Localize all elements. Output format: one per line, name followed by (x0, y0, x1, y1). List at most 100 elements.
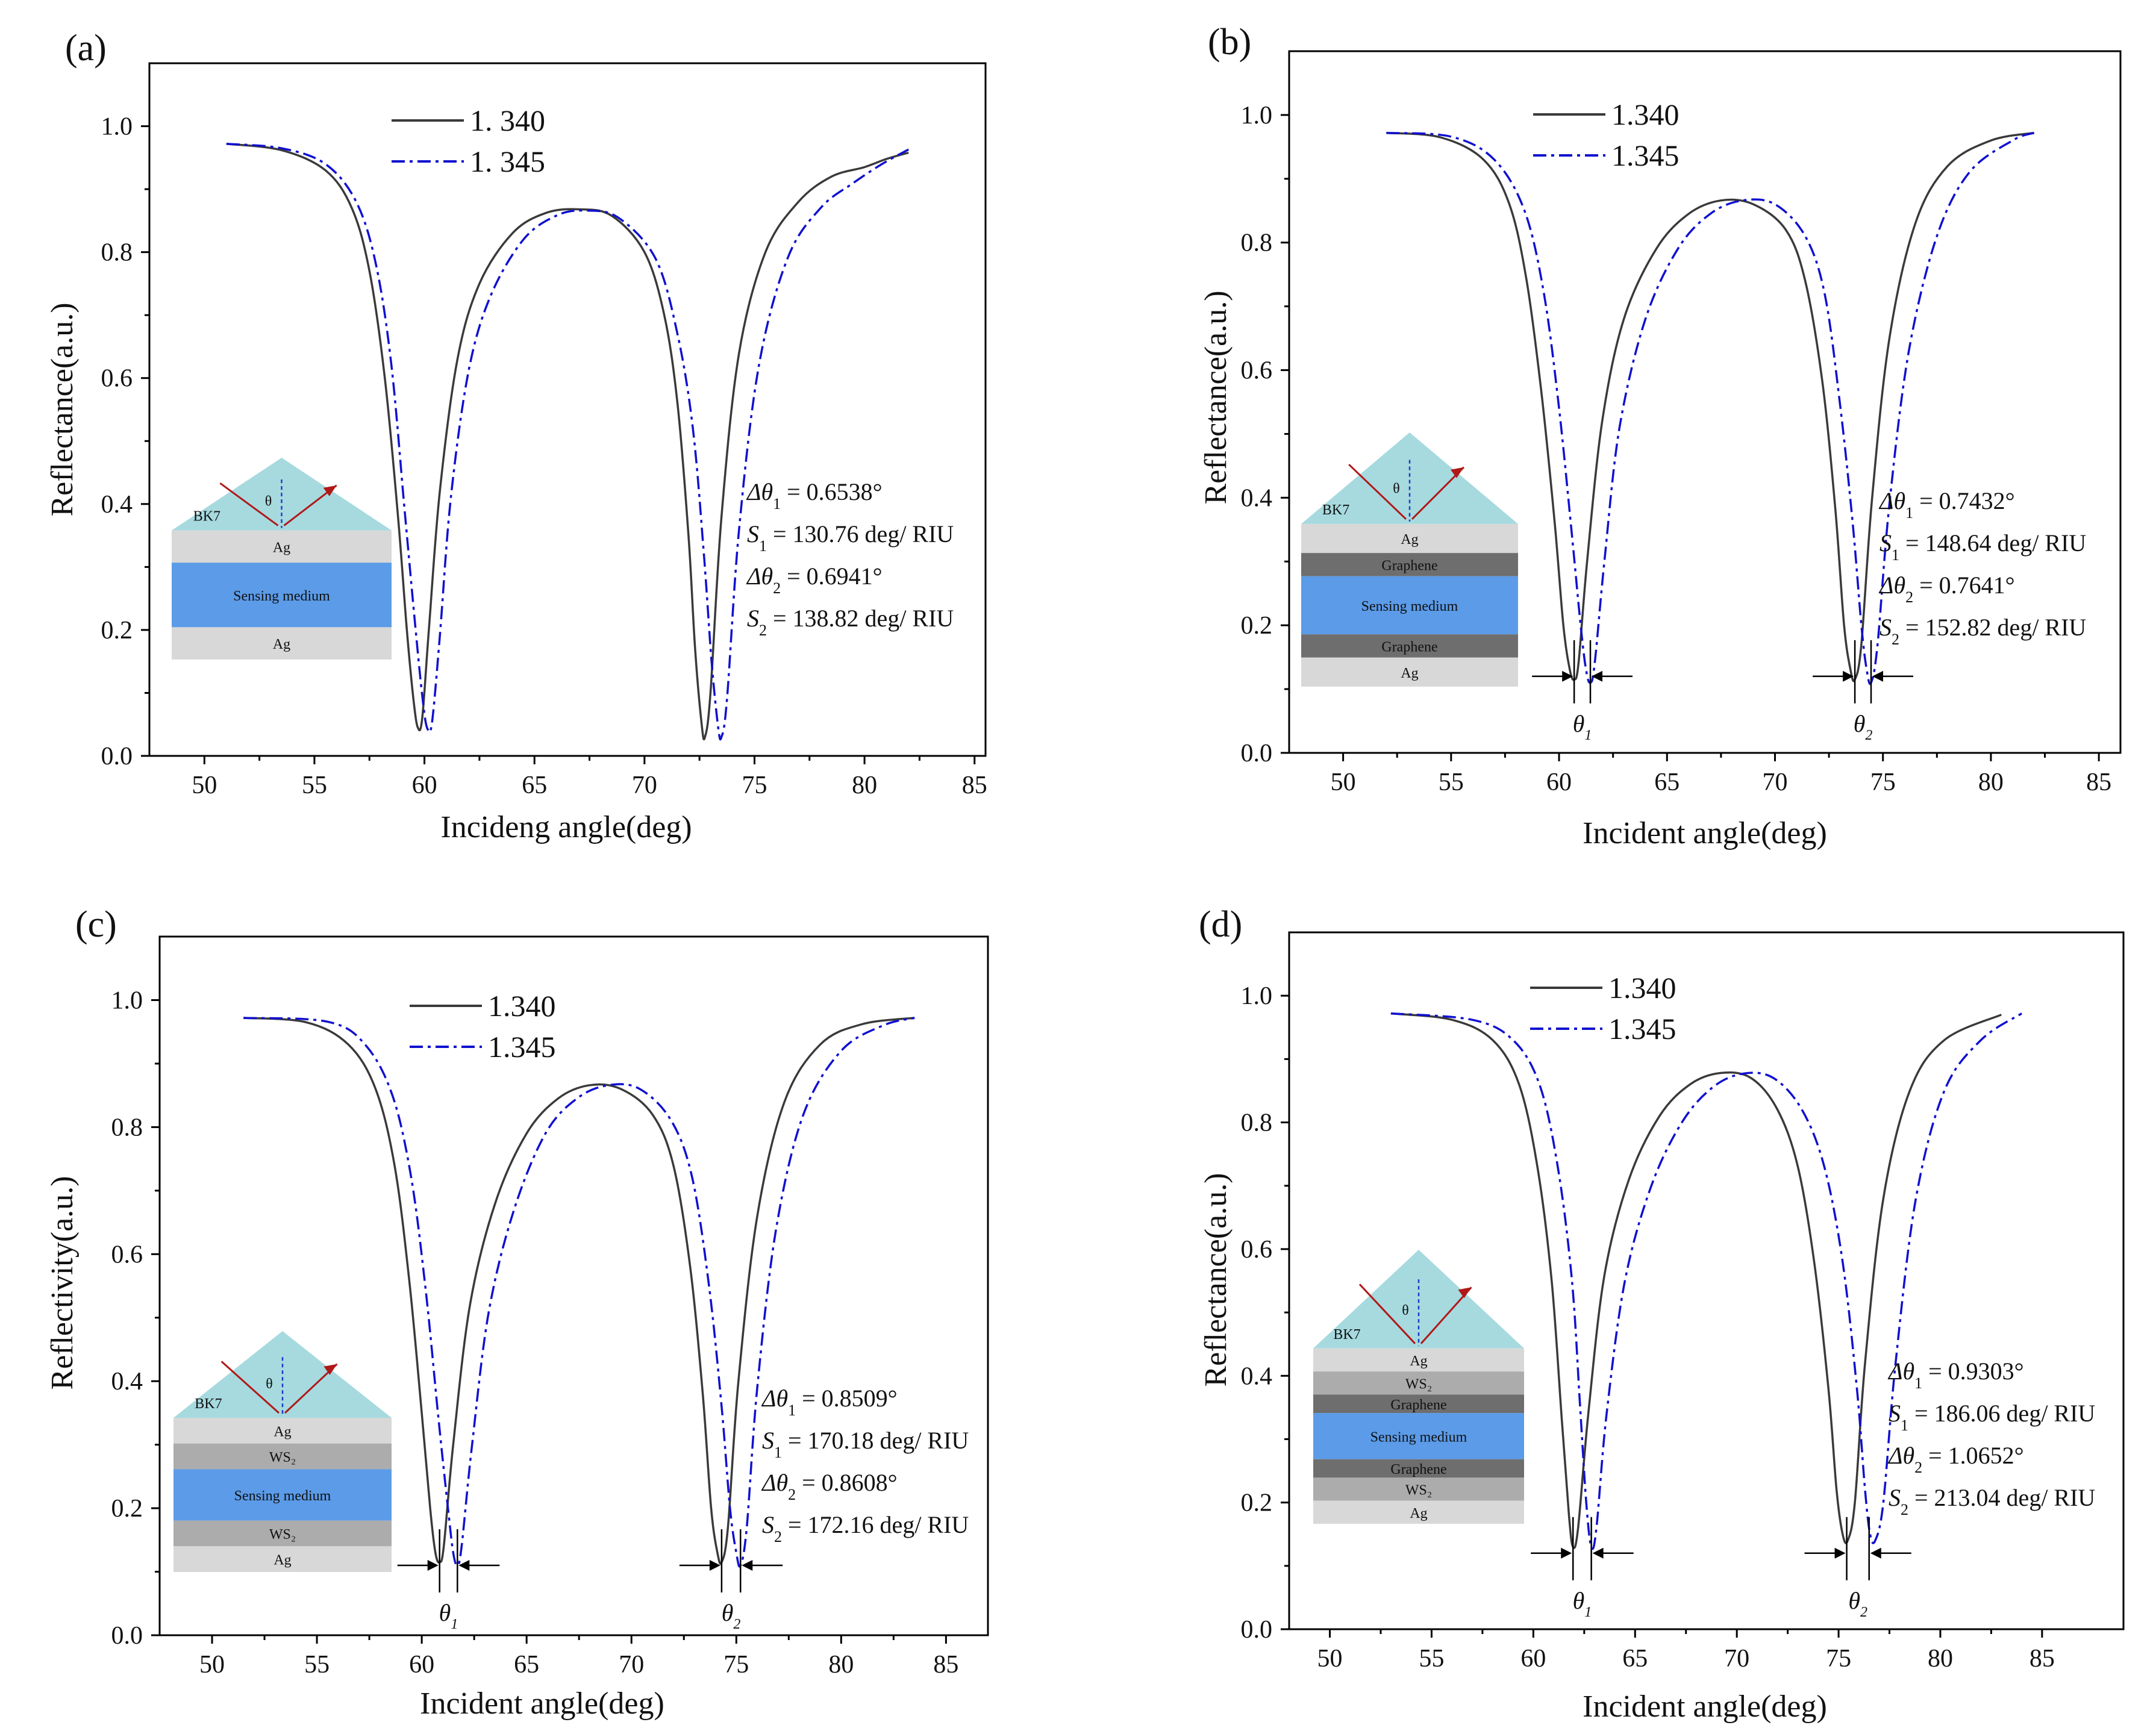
layer-label: WS₂ (269, 1527, 296, 1542)
annotation: S2 = 138.82 deg/ RIU (747, 605, 954, 639)
reflected-ray (1420, 1287, 1472, 1344)
y-tick-label: 0.2 (1241, 1489, 1273, 1517)
marker-arrowhead (458, 1560, 470, 1571)
theta-marker-label: θ2 (1854, 710, 1873, 743)
layer-label: Graphene (1390, 1462, 1446, 1477)
layer-ag (1301, 657, 1518, 687)
y-tick-label: 0.0 (111, 1622, 143, 1650)
y-tick-label: 0.8 (1241, 229, 1273, 257)
series-line-2 (243, 1017, 915, 1568)
incident-ray (1358, 1283, 1416, 1344)
legend-label: 1.340 (488, 989, 556, 1023)
incident-ray (1348, 464, 1407, 520)
y-tick-label: 0.4 (111, 1368, 143, 1396)
prism (173, 1331, 392, 1418)
layer-ag (172, 627, 392, 660)
plot-frame (158, 935, 989, 1636)
panel-label: (c) (75, 904, 117, 945)
annotation: S2 = 152.82 deg/ RIU (1879, 614, 2086, 648)
layer-label: Graphene (1381, 558, 1437, 573)
layer-label: Sensing medium (234, 1488, 331, 1504)
marker-arrowhead (709, 1560, 720, 1571)
marker-arrowhead (1562, 670, 1573, 682)
layer-graphene (1301, 634, 1518, 658)
annotation: Δθ1 = 0.9303° (1887, 1358, 2024, 1392)
x-tick-label: 75 (1826, 1645, 1851, 1673)
layer-ws2 (173, 1520, 392, 1547)
prism (1313, 1250, 1524, 1349)
x-tick-label: 80 (828, 1651, 854, 1679)
ray-arrowhead (323, 485, 337, 496)
layer-ws2 (1313, 1371, 1524, 1395)
chart-panel-1: (a) 50 55 60 65 70 75 80 85 0.0 0.2 0.4 0.6 0.8 1.0 Inc… (45, 28, 987, 844)
prism-label: BK7 (193, 509, 220, 525)
x-axis-title: Incident angle(deg) (1583, 1689, 1827, 1724)
annotation: S1 = 130.76 deg/ RIU (747, 520, 954, 555)
y-axis-title: Reflectance(a.u.) (1199, 1173, 1233, 1386)
x-tick-label: 85 (2086, 769, 2111, 796)
panel-label: (a) (65, 28, 107, 69)
plot-frame (1288, 50, 2122, 754)
y-tick-label: 0.6 (101, 365, 133, 393)
x-tick-label: 50 (199, 1651, 225, 1679)
chart-panel-2: (b) 50 55 60 65 70 75 80 85 0.0 0.2 0.4 0.6 0.8 1.0 Inc… (1199, 22, 2122, 850)
layer-label: WS₂ (269, 1450, 296, 1465)
series-line-1 (226, 143, 909, 741)
prism-label: BK7 (195, 1396, 222, 1412)
prism-inset: Ag WS₂ Graphene Sensing medium Graphene WS₂ Ag… (1313, 1250, 1524, 1524)
y-tick-label: 1.0 (1241, 102, 1273, 129)
x-tick-label: 80 (1978, 769, 2004, 796)
prism-inset: Ag Sensing medium Ag θ BK7 (172, 458, 392, 660)
layer-sensing (1313, 1413, 1524, 1459)
legend-label: 1.340 (1611, 98, 1679, 131)
y-tick-label: 1.0 (111, 987, 143, 1014)
theta-marker-label: θ1 (439, 1599, 458, 1632)
x-tick-label: 55 (302, 772, 327, 799)
annotation: S1 = 148.64 deg/ RIU (1879, 529, 2086, 564)
x-tick-label: 50 (1331, 769, 1356, 796)
y-tick-label: 0.0 (1241, 1616, 1273, 1644)
y-tick-label: 1.0 (1241, 982, 1273, 1010)
x-tick-label: 70 (619, 1651, 644, 1679)
marker-arrowhead (1592, 1547, 1604, 1559)
x-tick-label: 80 (1928, 1645, 1953, 1673)
legend-label: 1. 345 (470, 145, 545, 178)
panel-label: (b) (1208, 22, 1251, 63)
angle-label: θ (1393, 481, 1400, 496)
panel-label: (d) (1199, 904, 1242, 945)
prism-label: BK7 (1333, 1327, 1360, 1343)
angle-label: θ (266, 1376, 273, 1392)
prism-inset: Ag WS₂ Sensing medium WS₂ Ag θ BK7 (173, 1331, 392, 1572)
y-tick-label: 0.4 (1241, 484, 1273, 512)
layer-label: Graphene (1390, 1397, 1446, 1413)
legend-label: 1.340 (1608, 971, 1676, 1005)
series-line-1 (243, 1017, 915, 1565)
x-tick-label: 65 (522, 772, 547, 799)
y-tick-label: 0.2 (1241, 612, 1273, 640)
layer-ws2 (1313, 1477, 1524, 1501)
x-tick-label: 55 (304, 1651, 330, 1679)
layer-sensing (172, 563, 392, 628)
layer-ag (1313, 1500, 1524, 1524)
marker-arrowhead (742, 1560, 753, 1571)
x-tick-label: 50 (1317, 1645, 1343, 1673)
marker-arrowhead (1834, 1547, 1846, 1559)
annotation: Δθ1 = 0.6538° (746, 478, 883, 513)
marker-arrowhead (1843, 670, 1854, 682)
y-axis-title: Reflectance(a.u.) (1199, 290, 1233, 504)
annotation: S2 = 213.04 deg/ RIU (1889, 1484, 2095, 1518)
marker-arrowhead (1870, 1547, 1881, 1559)
layer-label: Ag (273, 1424, 291, 1439)
x-tick-label: 65 (1654, 769, 1679, 796)
layer-ag (172, 530, 392, 563)
x-tick-label: 75 (1870, 769, 1896, 796)
annotation: S1 = 186.06 deg/ RIU (1889, 1400, 2095, 1434)
legend-label: 1.345 (488, 1030, 556, 1064)
ray-arrowhead (1451, 467, 1464, 478)
annotation: S1 = 170.18 deg/ RIU (762, 1427, 969, 1461)
marker-arrowhead (427, 1560, 439, 1571)
chart-panel-3: (c) 50 55 60 65 70 75 80 85 0.0 0.2 0.4 0.6 0.8 1.0 Inc… (45, 904, 989, 1721)
legend-label: 1.345 (1608, 1012, 1676, 1046)
legend-label: 1.345 (1611, 139, 1679, 172)
layer-label: Ag (273, 637, 290, 652)
